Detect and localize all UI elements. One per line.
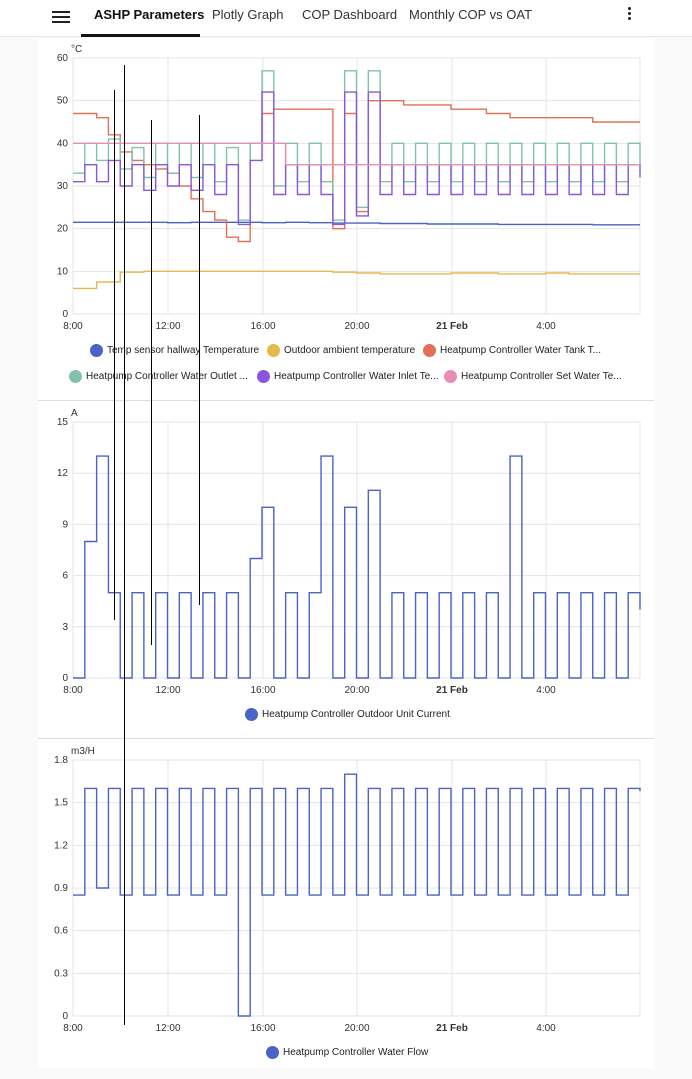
- x-tick-label: 12:00: [155, 685, 180, 696]
- y-tick-label: 9: [62, 519, 68, 530]
- x-tick-label: 20:00: [344, 321, 369, 332]
- legend-label: Heatpump Controller Water Flow: [283, 1047, 429, 1058]
- tab-monthly-cop-vs-oat[interactable]: Monthly COP vs OAT: [409, 7, 533, 22]
- active-tab-indicator: [81, 34, 200, 37]
- legend-item[interactable]: Outdoor ambient temperature: [267, 344, 415, 357]
- x-tick-label: 21 Feb: [436, 321, 468, 332]
- y-tick-label: 0.6: [54, 926, 68, 937]
- x-tick-label: 4:00: [536, 685, 556, 696]
- legend-item[interactable]: Heatpump Controller Water Outlet ...: [69, 370, 248, 383]
- y-tick-label: 0.9: [54, 883, 68, 894]
- y-axis-unit: °C: [71, 44, 82, 55]
- legend-label: Heatpump Controller Set Water Te...: [461, 371, 622, 382]
- series-line: [73, 91, 641, 226]
- legend-label: Heatpump Controller Water Outlet ...: [86, 371, 248, 382]
- x-tick-label: 8:00: [63, 1023, 83, 1034]
- annotation-line: [114, 90, 115, 620]
- y-tick-label: 12: [57, 468, 69, 479]
- legend-label: Heatpump Controller Water Inlet Te...: [274, 371, 439, 382]
- x-tick-label: 16:00: [250, 321, 275, 332]
- y-tick-label: 20: [57, 224, 69, 235]
- divider: [38, 400, 654, 401]
- y-axis-unit: m3/H: [71, 746, 95, 757]
- y-axis-unit: A: [71, 408, 78, 419]
- y-tick-label: 50: [57, 96, 69, 107]
- legend-item[interactable]: Temp sensor hallway Temperature: [90, 344, 259, 357]
- x-tick-label: 8:00: [63, 321, 83, 332]
- y-tick-label: 60: [57, 53, 69, 64]
- tab-ashp-parameters[interactable]: ASHP Parameters: [94, 7, 205, 22]
- y-tick-label: 0.3: [54, 968, 68, 979]
- top-bar: ASHP Parameters Plotly Graph COP Dashboa…: [0, 0, 692, 37]
- y-tick-label: 40: [57, 138, 69, 149]
- y-tick-label: 1.5: [54, 798, 68, 809]
- legend-dot-icon: [245, 708, 258, 721]
- series-line: [73, 270, 640, 290]
- legend-item[interactable]: Heatpump Controller Water Tank T...: [423, 344, 601, 357]
- legend-dot-icon: [444, 370, 457, 383]
- y-tick-label: 0: [62, 309, 68, 320]
- legend-item[interactable]: Heatpump Controller Water Flow: [266, 1046, 428, 1059]
- y-tick-label: 3: [62, 622, 68, 633]
- legend-item[interactable]: Heatpump Controller Water Inlet Te...: [257, 370, 439, 383]
- legend-label: Outdoor ambient temperature: [284, 345, 416, 356]
- more-vert-icon[interactable]: [628, 7, 632, 22]
- x-tick-label: 12:00: [155, 1023, 180, 1034]
- legend-dot-icon: [90, 344, 103, 357]
- x-tick-label: 21 Feb: [436, 1023, 468, 1034]
- legend-dot-icon: [267, 344, 280, 357]
- x-tick-label: 20:00: [344, 1023, 369, 1034]
- y-tick-label: 6: [62, 571, 68, 582]
- y-tick-label: 1.8: [54, 755, 68, 766]
- legend-item[interactable]: Heatpump Controller Outdoor Unit Current: [245, 708, 450, 721]
- annotation-line: [151, 120, 152, 645]
- tab-cop-dashboard[interactable]: COP Dashboard: [302, 7, 398, 22]
- legend-label: Heatpump Controller Water Tank T...: [440, 345, 601, 356]
- x-tick-label: 21 Feb: [436, 685, 468, 696]
- series-line: [73, 455, 641, 679]
- x-tick-label: 12:00: [155, 321, 180, 332]
- legend-item[interactable]: Heatpump Controller Set Water Te...: [444, 370, 622, 383]
- legend-dot-icon: [266, 1046, 279, 1059]
- y-tick-label: 0: [62, 1011, 68, 1022]
- y-tick-label: 15: [57, 417, 69, 428]
- y-tick-label: 0: [62, 673, 68, 684]
- y-tick-label: 30: [57, 181, 69, 192]
- legend-dot-icon: [69, 370, 82, 383]
- menu-icon[interactable]: [52, 8, 70, 24]
- divider: [38, 738, 654, 739]
- legend-label: Heatpump Controller Outdoor Unit Current: [262, 709, 450, 720]
- series-line: [73, 142, 640, 166]
- annotation-line: [124, 65, 125, 1025]
- y-tick-label: 10: [57, 266, 69, 277]
- series-line: [73, 773, 641, 1017]
- x-tick-label: 8:00: [63, 685, 83, 696]
- legend-dot-icon: [257, 370, 270, 383]
- y-tick-label: 1.2: [54, 840, 68, 851]
- legend-dot-icon: [423, 344, 436, 357]
- legend-label: Temp sensor hallway Temperature: [107, 345, 260, 356]
- x-tick-label: 4:00: [536, 1023, 556, 1034]
- dashboard-card: [38, 38, 654, 1068]
- annotation-line: [199, 115, 200, 605]
- x-tick-label: 20:00: [344, 685, 369, 696]
- tab-plotly-graph[interactable]: Plotly Graph: [212, 7, 284, 22]
- x-tick-label: 4:00: [536, 321, 556, 332]
- x-tick-label: 16:00: [250, 1023, 275, 1034]
- x-tick-label: 16:00: [250, 685, 275, 696]
